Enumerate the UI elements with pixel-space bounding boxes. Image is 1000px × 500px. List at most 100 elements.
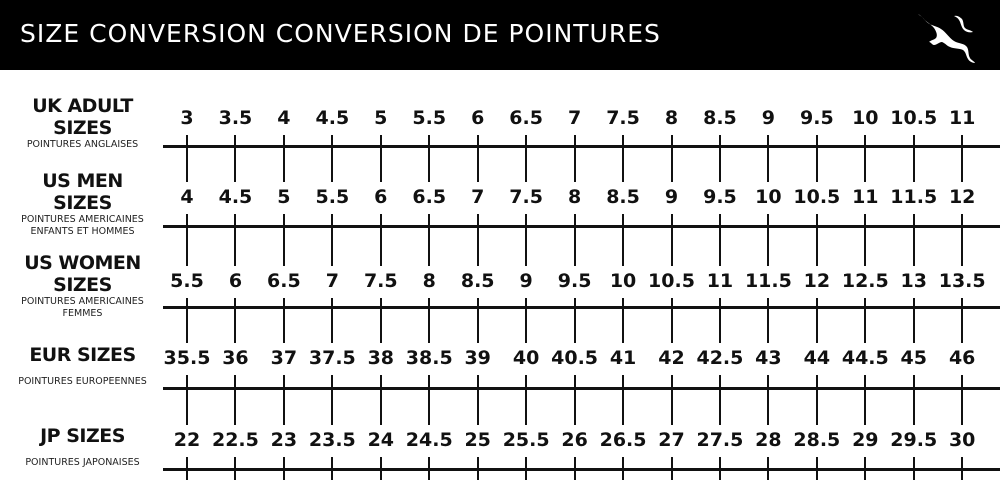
tick	[186, 135, 188, 182]
size-value: 8.5	[606, 186, 640, 208]
size-value: 24.5	[405, 429, 453, 451]
row-label: JP SIZES POINTURES JAPONAISES	[0, 425, 165, 469]
tick	[331, 298, 334, 343]
tick	[428, 135, 431, 182]
tick	[525, 457, 528, 480]
row-line	[163, 145, 1000, 148]
size-value: 5.5	[315, 186, 350, 208]
size-value: 10	[609, 270, 637, 292]
tick	[670, 457, 673, 480]
size-value: 46	[948, 347, 976, 369]
size-value: 3	[180, 107, 194, 129]
tick	[379, 457, 382, 480]
tick	[379, 214, 382, 266]
tick	[282, 214, 285, 266]
tick	[864, 298, 867, 343]
tick	[718, 135, 721, 182]
size-value: 44.5	[841, 347, 889, 369]
size-value: 26.5	[599, 429, 647, 451]
size-value: 6.5	[267, 270, 301, 292]
size-value: 25	[464, 429, 491, 451]
tick	[476, 214, 479, 266]
size-value: 9	[519, 270, 533, 292]
tick	[767, 298, 770, 343]
size-value: 6	[374, 186, 388, 208]
row-title: EUR SIZES	[29, 344, 136, 366]
size-value: 7	[567, 107, 582, 129]
tick	[912, 298, 915, 343]
size-value: 8	[567, 186, 582, 208]
tick	[912, 375, 915, 425]
tick	[282, 375, 285, 425]
tick	[379, 135, 382, 182]
row-label: EUR SIZES POINTURES EUROPEENNES	[0, 344, 165, 388]
size-value: 24	[367, 429, 395, 451]
tick	[234, 135, 237, 182]
tick	[912, 457, 915, 480]
tick	[961, 375, 964, 425]
tick	[234, 457, 237, 480]
tick	[670, 375, 673, 425]
size-value: 6.5	[412, 186, 447, 208]
size-value: 38	[367, 347, 395, 369]
size-value: 11	[706, 270, 734, 292]
size-value: 5.5	[412, 107, 447, 129]
size-value: 23	[270, 429, 298, 451]
tick	[961, 457, 964, 480]
size-value: 39	[464, 347, 491, 369]
size-value: 9	[664, 186, 679, 208]
size-value: 42.5	[696, 347, 744, 369]
size-value: 26	[561, 429, 588, 451]
tick	[864, 375, 867, 425]
tick	[234, 375, 237, 425]
size-value: 27.5	[696, 429, 744, 451]
size-value: 9.5	[557, 270, 592, 292]
page-title: SIZE CONVERSION CONVERSION DE POINTURES	[20, 19, 661, 48]
size-value: 44	[803, 347, 831, 369]
tick	[573, 135, 576, 182]
tick	[525, 298, 528, 343]
tick	[767, 214, 770, 266]
size-value: 7	[471, 186, 485, 208]
tick	[428, 214, 431, 266]
tick	[476, 457, 479, 480]
tick	[815, 457, 818, 480]
row-sublabel: POINTURES ANGLAISES	[26, 139, 139, 150]
size-value: 11.5	[890, 186, 938, 208]
tick	[331, 214, 334, 266]
tick	[186, 214, 188, 266]
tick	[670, 135, 673, 182]
size-value: 4.5	[218, 186, 253, 208]
row-label: UK ADULT SIZES POINTURES ANGLAISES	[0, 95, 165, 151]
row-title: US MEN SIZES	[42, 170, 123, 214]
size-value: 6.5	[509, 107, 543, 129]
size-value: 8	[422, 270, 436, 292]
tick	[282, 298, 285, 343]
tick	[864, 457, 867, 480]
size-value: 25.5	[502, 429, 550, 451]
tick	[428, 457, 431, 480]
size-value: 23.5	[308, 429, 356, 451]
size-value: 3.5	[218, 107, 253, 129]
tick	[767, 375, 770, 425]
tick	[282, 135, 285, 182]
row-line	[163, 468, 1000, 471]
size-value: 4.5	[315, 107, 350, 129]
size-value: 10.5	[793, 186, 841, 208]
tick	[282, 457, 285, 480]
size-value: 22	[173, 429, 201, 451]
tick	[718, 457, 721, 480]
tick	[573, 214, 576, 266]
tick	[476, 375, 479, 425]
size-value: 28.5	[793, 429, 841, 451]
size-value: 28	[755, 429, 782, 451]
tick	[864, 214, 867, 266]
size-value: 38.5	[405, 347, 453, 369]
tick	[622, 135, 625, 182]
tick	[864, 135, 867, 182]
row-sublabel: POINTURES JAPONAISES	[25, 457, 140, 468]
size-value: 4	[277, 107, 291, 129]
tick	[186, 298, 188, 343]
size-value: 9.5	[703, 186, 737, 208]
tick	[961, 135, 964, 182]
